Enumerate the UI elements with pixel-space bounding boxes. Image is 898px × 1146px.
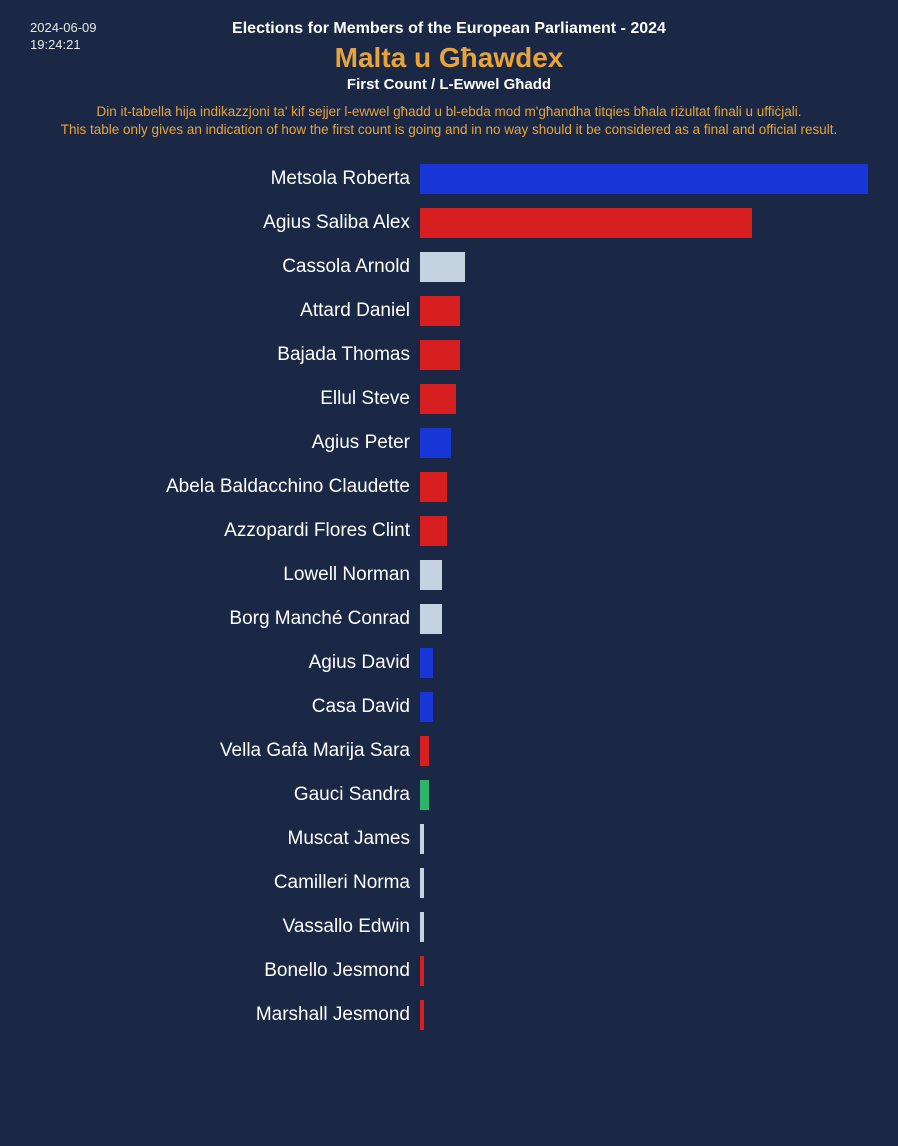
candidate-row: Agius Saliba Alex [30,201,868,245]
candidate-bar [420,648,433,678]
candidate-row: Ellul Steve [30,377,868,421]
candidate-bar [420,164,868,194]
bar-track [420,817,868,861]
candidate-name: Vassallo Edwin [30,916,420,938]
bar-track [420,685,868,729]
bar-track [420,465,868,509]
candidate-row: Marshall Jesmond [30,993,868,1037]
candidate-bar [420,252,465,282]
candidate-name: Bonello Jesmond [30,960,420,982]
candidate-name: Cassola Arnold [30,256,420,278]
candidate-bar [420,296,460,326]
bar-track [420,553,868,597]
disclaimer-en: This table only gives an indication of h… [40,121,858,139]
bar-track [420,641,868,685]
timestamp-date: 2024-06-09 [30,20,97,37]
bar-track [420,245,868,289]
candidate-row: Borg Manché Conrad [30,597,868,641]
candidate-bar [420,1000,424,1030]
candidate-row: Abela Baldacchino Claudette [30,465,868,509]
timestamp-time: 19:24:21 [30,37,97,54]
candidate-name: Gauci Sandra [30,784,420,806]
candidate-row: Agius David [30,641,868,685]
results-bar-chart: Metsola Roberta Agius Saliba Alex Cassola … [30,157,868,1037]
candidate-bar [420,560,442,590]
candidate-bar [420,604,442,634]
bar-track [420,289,868,333]
header: Elections for Members of the European Pa… [30,20,868,93]
candidate-row: Lowell Norman [30,553,868,597]
candidate-row: Bonello Jesmond [30,949,868,993]
candidate-bar [420,692,433,722]
region-title: Malta u Għawdex [30,42,868,74]
timestamp: 2024-06-09 19:24:21 [30,20,97,54]
candidate-name: Lowell Norman [30,564,420,586]
candidate-row: Bajada Thomas [30,333,868,377]
candidate-row: Metsola Roberta [30,157,868,201]
candidate-name: Ellul Steve [30,388,420,410]
bar-track [420,729,868,773]
candidate-name: Abela Baldacchino Claudette [30,476,420,498]
candidate-name: Camilleri Norma [30,872,420,894]
candidate-row: Agius Peter [30,421,868,465]
candidate-bar [420,472,447,502]
candidate-bar [420,780,429,810]
candidate-row: Casa David [30,685,868,729]
candidate-bar [420,824,424,854]
candidate-row: Cassola Arnold [30,245,868,289]
bar-track [420,597,868,641]
candidate-name: Agius David [30,652,420,674]
candidate-name: Muscat James [30,828,420,850]
candidate-name: Casa David [30,696,420,718]
candidate-bar [420,516,447,546]
candidate-row: Vella Gafà Marija Sara [30,729,868,773]
bar-track [420,333,868,377]
disclaimer-mt: Din it-tabella hija indikazzjoni ta' kif… [40,103,858,121]
candidate-bar [420,868,424,898]
candidate-bar [420,384,456,414]
count-subtitle: First Count / L-Ewwel Għadd [30,76,868,93]
bar-track [420,773,868,817]
election-title: Elections for Members of the European Pa… [30,20,868,38]
candidate-name: Metsola Roberta [30,168,420,190]
candidate-bar [420,340,460,370]
bar-track [420,421,868,465]
bar-track [420,861,868,905]
disclaimer: Din it-tabella hija indikazzjoni ta' kif… [30,103,868,139]
candidate-name: Borg Manché Conrad [30,608,420,630]
election-screen: 2024-06-09 19:24:21 Elections for Member… [0,0,898,1146]
bar-track [420,905,868,949]
bar-track [420,993,868,1037]
candidate-name: Bajada Thomas [30,344,420,366]
candidate-name: Marshall Jesmond [30,1004,420,1026]
bar-track [420,509,868,553]
candidate-bar [420,736,429,766]
candidate-row: Muscat James [30,817,868,861]
candidate-row: Gauci Sandra [30,773,868,817]
candidate-name: Attard Daniel [30,300,420,322]
candidate-row: Vassallo Edwin [30,905,868,949]
bar-track [420,949,868,993]
candidate-name: Agius Peter [30,432,420,454]
candidate-bar [420,956,424,986]
candidate-name: Agius Saliba Alex [30,212,420,234]
candidate-bar [420,208,752,238]
candidate-name: Vella Gafà Marija Sara [30,740,420,762]
candidate-row: Attard Daniel [30,289,868,333]
bar-track [420,201,868,245]
candidate-bar [420,912,424,942]
candidate-name: Azzopardi Flores Clint [30,520,420,542]
candidate-bar [420,428,451,458]
bar-track [420,377,868,421]
bar-track [420,157,868,201]
candidate-row: Azzopardi Flores Clint [30,509,868,553]
candidate-row: Camilleri Norma [30,861,868,905]
